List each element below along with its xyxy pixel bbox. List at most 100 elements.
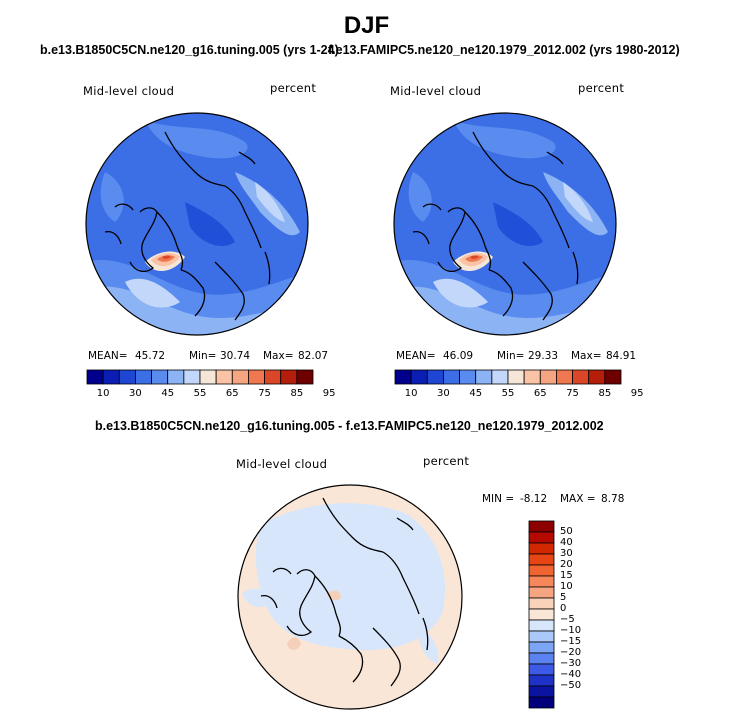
panel-1-max-value: 82.07 <box>298 350 329 362</box>
panel-1-colorbar-box <box>248 369 265 385</box>
panel-3-min-label: MIN = <box>482 493 515 505</box>
panel-3-colorbar-tick-label: 0 <box>560 603 567 614</box>
panel-1-colorbar-box <box>199 369 217 385</box>
panel-2-min-value: 29.33 <box>528 350 559 362</box>
panel-3-colorbar-box <box>528 674 555 687</box>
panel-1-min-label: Min= <box>189 350 217 362</box>
panel-1-colorbar-box <box>296 369 314 385</box>
panel-2-colorbar-tick-label: 55 <box>501 388 515 399</box>
panel-3-colorbar-box <box>528 608 555 621</box>
panel-2-colorbar-box <box>523 369 541 385</box>
panel-2-units-label: percent <box>578 81 625 95</box>
panel-2-map-outline <box>393 112 617 336</box>
panel-1-units-label: percent <box>270 81 317 95</box>
panel-2-colorbar-box <box>604 369 622 385</box>
panel-3-colorbar-tick-label: −20 <box>560 647 582 658</box>
panel-3-colorbar-box <box>528 696 555 709</box>
panel-2-colorbar-tick-label: 10 <box>404 388 418 399</box>
panel-3-units-label: percent <box>423 454 470 468</box>
panel-2-colorbar-box <box>491 369 509 385</box>
panel-1-colorbar-tick-label: 95 <box>322 388 336 399</box>
panel-1-colorbar-tick-label: 65 <box>225 388 239 399</box>
panel-3-colorbar <box>528 520 555 709</box>
panel-3-colorbar-tick-label: 5 <box>560 592 567 603</box>
panel-1-mean-value: 45.72 <box>135 350 166 362</box>
panel-2-mean-value: 46.09 <box>443 350 474 362</box>
panel-3-variable-label: Mid-level cloud <box>236 457 328 471</box>
panel-3-colorbar-tick-label: −40 <box>560 669 582 680</box>
panel-1-colorbar-tick-label: 30 <box>129 388 142 399</box>
panel-2-colorbar-tick-label: 65 <box>533 388 547 399</box>
panel-2-colorbar <box>394 369 622 385</box>
panel-3-colorbar-box <box>528 663 555 676</box>
panel-1-colorbar-box <box>231 369 249 385</box>
panel-2-colorbar-tick-label: 95 <box>630 388 644 399</box>
panel-3-map <box>237 484 463 710</box>
panel-1-colorbar-box <box>264 369 282 385</box>
panel-3-colorbar-tick-label: 40 <box>560 537 573 548</box>
panel-2-colorbar-box <box>572 369 590 385</box>
panel-3-min-value: -8.12 <box>520 493 548 505</box>
panel-1-map-outline <box>85 112 309 336</box>
panel-3-colorbar-tick-label: −50 <box>560 680 582 691</box>
panel-1-colorbar-tick-label: 85 <box>290 388 304 399</box>
panel-3-colorbar-tick-label: −30 <box>560 658 582 669</box>
panel-3-max-value: 8.78 <box>601 493 625 505</box>
panel-2-colorbar-box <box>394 369 412 385</box>
panel-1-colorbar-box <box>151 369 169 385</box>
panel-3-colorbar-tick-label: 15 <box>560 570 573 581</box>
panel-2-min-label: Min= <box>497 350 525 362</box>
panel-2-colorbar-box <box>556 369 573 385</box>
panel-3-colorbar-box <box>528 641 555 654</box>
panel-2-variable-label: Mid-level cloud <box>390 84 482 98</box>
panel-1-colorbar <box>86 369 314 385</box>
panel-3-colorbar-tick-label: −5 <box>560 614 575 625</box>
panel-1-colorbar-box <box>167 369 185 385</box>
panel-3-colorbar-box <box>528 575 555 588</box>
panel-1-map <box>85 112 309 336</box>
panel-1-colorbar-box <box>280 369 298 385</box>
panel-3-colorbar-tick-label: 50 <box>560 526 573 537</box>
panel-1-colorbar-box <box>215 369 233 385</box>
panel-2-max-value: 84.91 <box>606 350 637 362</box>
panel-1-colorbar-tick-label: 45 <box>161 388 175 399</box>
panel-3-colorbar-box <box>528 652 555 665</box>
panel-1-colorbar-tick-label: 55 <box>193 388 207 399</box>
panel-2-colorbar-box <box>588 369 606 385</box>
panel-2-colorbar-box <box>507 369 525 385</box>
panel-1-colorbar-tick-label: 75 <box>258 388 271 399</box>
panel-3-colorbar-box <box>528 553 555 566</box>
panel-1-max-label: Max= <box>263 350 294 362</box>
panel-3-colorbar-box <box>528 685 555 698</box>
panel-1-min-value: 30.74 <box>220 350 251 362</box>
panel-3-subtitle: b.e13.B1850C5CN.ne120_g16.tuning.005 - f… <box>95 419 604 433</box>
panel-1-colorbar-box <box>118 369 136 385</box>
panel-2-map <box>393 112 617 336</box>
panel-1-colorbar-box <box>135 369 152 385</box>
panel-1-colorbar-box <box>86 369 104 385</box>
panel-2-colorbar-box <box>539 369 557 385</box>
panel-3-colorbar-box <box>528 564 555 577</box>
panel-2-colorbar-tick-label: 45 <box>469 388 483 399</box>
panel-3-colorbar-box <box>528 531 555 544</box>
panel-2-colorbar-box <box>459 369 477 385</box>
panel-2-colorbar-box <box>410 369 428 385</box>
panel-3-colorbar-box <box>528 630 555 643</box>
panel-3-colorbar-tick-label: −10 <box>560 625 582 636</box>
panel-3-colorbar-tick-label: 30 <box>560 548 573 559</box>
panel-3-colorbar-tick-label: 20 <box>560 559 573 570</box>
panel-3-max-label: MAX = <box>560 493 596 505</box>
panel-2-subtitle: f.e13.FAMIPC5.ne120_ne120.1979_2012.002 … <box>328 43 680 57</box>
panel-2-colorbar-box <box>475 369 493 385</box>
panel-1-colorbar-box <box>183 369 201 385</box>
page-title: DJF <box>343 12 390 39</box>
panel-2-colorbar-tick-label: 75 <box>566 388 579 399</box>
panel-1-variable-label: Mid-level cloud <box>83 84 175 98</box>
panel-2-max-label: Max= <box>571 350 602 362</box>
panel-1-mean-label: MEAN= <box>88 350 128 362</box>
panel-2-mean-label: MEAN= <box>396 350 436 362</box>
panel-1-subtitle: b.e13.B1850C5CN.ne120_g16.tuning.005 (yr… <box>40 43 339 57</box>
panel-3-colorbar-tick-label: 10 <box>560 581 573 592</box>
panel-2-colorbar-box <box>443 369 460 385</box>
panel-2-colorbar-tick-label: 30 <box>437 388 450 399</box>
